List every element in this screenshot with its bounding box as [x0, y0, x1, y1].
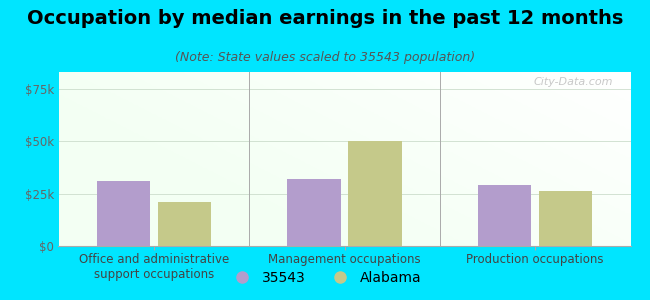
Bar [287, 179, 341, 246]
Text: (Note: State values scaled to 35543 population): (Note: State values scaled to 35543 popu… [175, 51, 475, 64]
Text: City-Data.com: City-Data.com [534, 77, 614, 87]
Bar [539, 191, 592, 246]
Bar [97, 181, 150, 246]
Bar [348, 141, 402, 246]
Legend: 35543, Alabama: 35543, Alabama [223, 265, 427, 290]
Text: Occupation by median earnings in the past 12 months: Occupation by median earnings in the pas… [27, 9, 623, 28]
Bar [478, 185, 531, 246]
Bar [158, 202, 211, 246]
